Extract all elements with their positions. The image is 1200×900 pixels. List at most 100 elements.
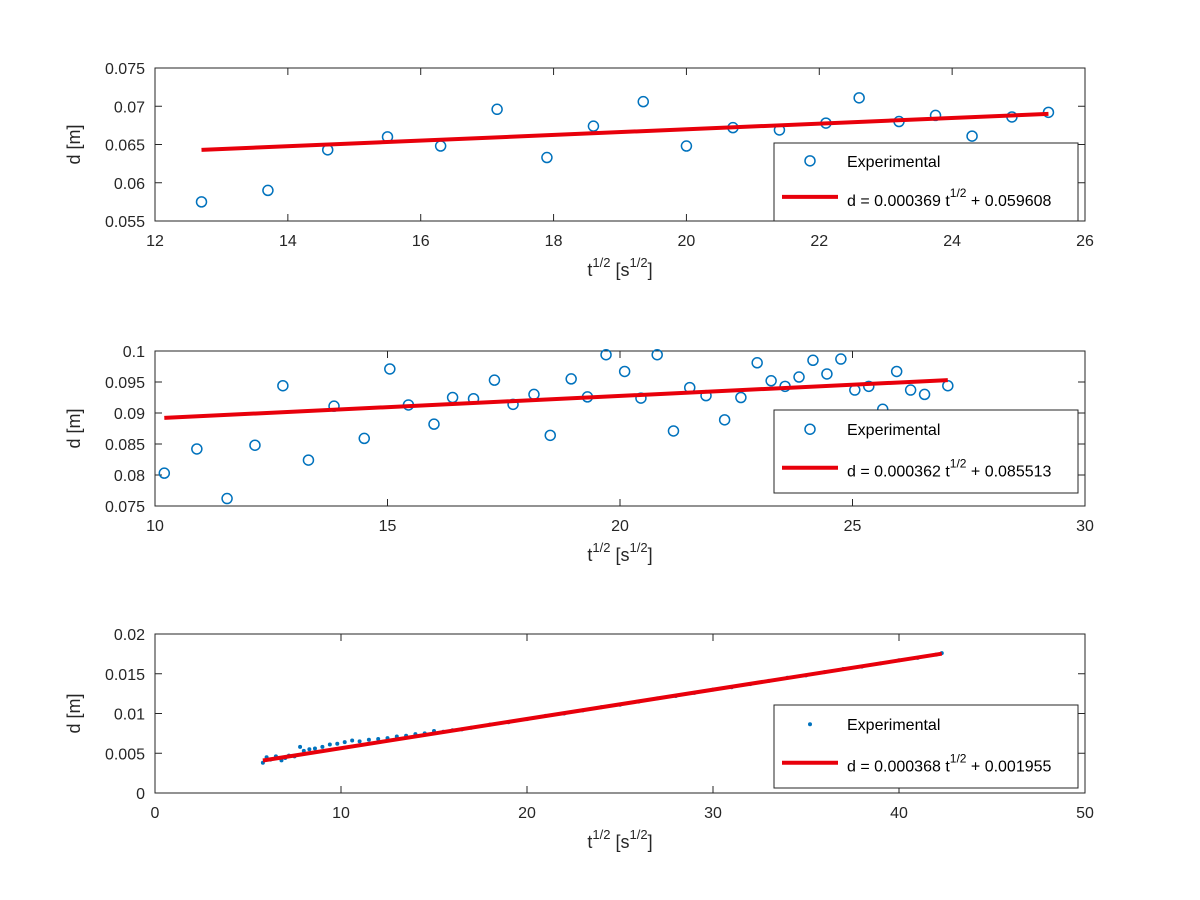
data-point xyxy=(600,348,612,361)
x-tick-label: 20 xyxy=(518,805,536,822)
x-tick-label: 10 xyxy=(146,518,164,535)
data-point xyxy=(342,740,347,745)
x-tick-label: 40 xyxy=(890,805,908,822)
y-tick-label: 0.015 xyxy=(105,667,145,684)
x-tick-label: 15 xyxy=(379,518,397,535)
legend-label-experimental: Experimental xyxy=(847,717,940,734)
x-tick-label: 30 xyxy=(1076,518,1094,535)
y-tick-label: 0.095 xyxy=(105,375,145,392)
y-axis-label: d [m] xyxy=(64,124,84,164)
y-tick-label: 0.02 xyxy=(114,627,145,644)
data-point xyxy=(890,365,903,378)
data-point xyxy=(327,742,332,747)
data-point xyxy=(158,467,171,479)
x-axis-label: t1/2 [s1/2] xyxy=(587,827,652,852)
data-point xyxy=(863,380,875,393)
data-point xyxy=(751,357,763,369)
y-tick-label: 0.07 xyxy=(114,99,145,116)
y-tick-label: 0.01 xyxy=(114,707,145,724)
data-point xyxy=(765,375,777,387)
x-tick-label: 22 xyxy=(810,233,828,250)
data-point xyxy=(680,140,693,152)
legend: Experimental d = 0.000362 t1/2 + 0.085513 xyxy=(773,409,1079,494)
data-point xyxy=(718,414,731,426)
x-tick-label: 26 xyxy=(1076,233,1094,250)
legend-label-experimental: Experimental xyxy=(847,422,940,439)
data-point xyxy=(618,365,631,378)
data-point xyxy=(221,492,233,505)
y-tick-label: 0.09 xyxy=(114,406,145,423)
y-tick-label: 0.075 xyxy=(105,61,145,78)
x-tick-label: 30 xyxy=(704,805,722,822)
y-tick-label: 0.005 xyxy=(105,746,145,763)
x-tick-label: 20 xyxy=(611,518,629,535)
data-point xyxy=(966,130,978,142)
data-point xyxy=(807,354,819,367)
subplot-1: 12 14 16 18 20 22 24 26 0.055 0.06 0.065 0.07 0.075 d… xyxy=(64,61,1094,280)
data-point xyxy=(488,374,501,386)
data-point xyxy=(541,151,553,164)
legend-box xyxy=(773,142,1079,222)
x-tick-label: 20 xyxy=(678,233,696,250)
data-point xyxy=(302,454,315,466)
data-point xyxy=(853,92,865,104)
x-tick-label: 50 xyxy=(1076,805,1094,822)
y-tick-label: 0.08 xyxy=(114,468,145,485)
data-point xyxy=(195,196,208,208)
fit-line xyxy=(262,651,943,763)
legend-box xyxy=(773,704,1079,789)
data-point xyxy=(376,736,381,741)
y-tick-label: 0.075 xyxy=(105,499,145,516)
legend-box xyxy=(773,409,1079,494)
data-point xyxy=(312,746,317,751)
data-point xyxy=(298,744,303,749)
fit-line xyxy=(164,378,948,420)
data-point xyxy=(301,748,306,753)
y-tick-label: 0.055 xyxy=(105,214,145,231)
data-point xyxy=(384,363,396,375)
fit-line xyxy=(201,111,1049,152)
data-point xyxy=(307,747,312,752)
y-axis-label: d [m] xyxy=(64,408,84,448)
x-axis-label: t1/2 [s1/2] xyxy=(587,540,652,565)
data-point xyxy=(358,432,370,445)
data-point xyxy=(667,425,680,437)
x-tick-label: 18 xyxy=(545,233,563,250)
x-tick-label: 10 xyxy=(332,805,350,822)
data-point xyxy=(491,103,503,116)
legend-label-fit: d = 0.000368 t1/2 + 0.001955 xyxy=(847,752,1052,776)
data-point xyxy=(735,391,747,404)
data-point xyxy=(320,744,325,749)
subplot-3: 0 10 20 30 40 50 0 0.005 0.01 0.015 0.02 d [m] t1/2 … xyxy=(64,627,1094,852)
data-point xyxy=(587,120,600,132)
data-point xyxy=(249,439,261,451)
data-point xyxy=(544,429,556,442)
legend-label-fit: d = 0.000362 t1/2 + 0.085513 xyxy=(847,457,1052,481)
legend-marker xyxy=(804,423,816,435)
data-point xyxy=(904,384,917,396)
data-point xyxy=(350,738,355,743)
data-point xyxy=(262,184,274,197)
legend-marker xyxy=(808,722,812,727)
data-point xyxy=(191,443,203,455)
x-tick-label: 0 xyxy=(151,805,160,822)
x-tick-label: 16 xyxy=(412,233,430,250)
data-point xyxy=(835,353,847,365)
legend-label-experimental: Experimental xyxy=(847,154,940,171)
data-point xyxy=(918,388,931,401)
y-tick-label: 0.06 xyxy=(114,176,145,193)
legend-label-fit: d = 0.000369 t1/2 + 0.059608 xyxy=(847,186,1052,210)
data-point xyxy=(357,739,362,744)
x-tick-label: 24 xyxy=(943,233,961,250)
x-tick-label: 25 xyxy=(844,518,862,535)
y-tick-label: 0.065 xyxy=(105,138,145,155)
y-tick-label: 0.085 xyxy=(105,437,145,454)
data-point xyxy=(637,95,649,108)
y-axis-label: d [m] xyxy=(64,693,84,733)
x-tick-label: 14 xyxy=(279,233,297,250)
data-point xyxy=(793,371,805,383)
x-axis-label: t1/2 [s1/2] xyxy=(587,255,652,280)
legend-marker xyxy=(804,155,816,167)
legend: Experimental d = 0.000368 t1/2 + 0.001955 xyxy=(773,704,1079,789)
